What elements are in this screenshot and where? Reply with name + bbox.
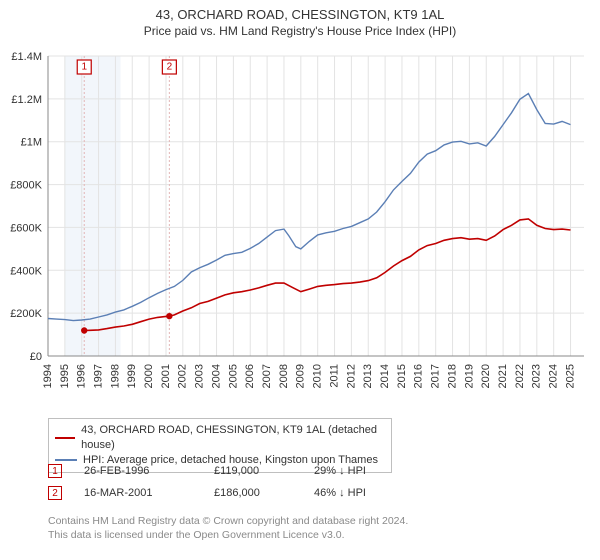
svg-text:2010: 2010	[312, 364, 324, 388]
sales-row: 2 16-MAR-2001 £186,000 46% ↓ HPI	[48, 482, 434, 504]
svg-text:1999: 1999	[126, 364, 138, 388]
svg-text:£1.4M: £1.4M	[11, 51, 42, 63]
chart-container: 43, ORCHARD ROAD, CHESSINGTON, KT9 1AL P…	[0, 0, 600, 560]
legend-label: 43, ORCHARD ROAD, CHESSINGTON, KT9 1AL (…	[81, 423, 385, 453]
svg-text:1996: 1996	[76, 364, 88, 388]
sales-row: 1 26-FEB-1996 £119,000 29% ↓ HPI	[48, 460, 434, 482]
svg-text:£400K: £400K	[10, 265, 42, 277]
sale-price: £119,000	[214, 465, 314, 477]
svg-text:2016: 2016	[413, 364, 425, 388]
svg-text:1995: 1995	[59, 364, 71, 388]
svg-text:2015: 2015	[396, 364, 408, 388]
sale-hpi-ratio: 46% ↓ HPI	[314, 487, 434, 499]
sale-date: 26-FEB-1996	[84, 465, 214, 477]
svg-text:1997: 1997	[92, 364, 104, 388]
svg-text:2004: 2004	[210, 364, 222, 388]
svg-text:1994: 1994	[42, 364, 54, 388]
svg-text:2020: 2020	[480, 364, 492, 388]
svg-text:£1.2M: £1.2M	[11, 94, 42, 106]
sale-marker-icon: 2	[48, 486, 62, 500]
svg-text:2008: 2008	[278, 364, 290, 388]
svg-text:2018: 2018	[446, 364, 458, 388]
svg-text:2: 2	[167, 62, 173, 73]
svg-text:£200K: £200K	[10, 308, 42, 320]
svg-text:2024: 2024	[548, 364, 560, 388]
svg-text:2013: 2013	[362, 364, 374, 388]
svg-text:£1M: £1M	[21, 137, 42, 149]
chart-subtitle: Price paid vs. HM Land Registry's House …	[0, 24, 600, 40]
svg-text:2021: 2021	[497, 364, 509, 388]
svg-text:2007: 2007	[261, 364, 273, 388]
legend-swatch	[55, 437, 75, 439]
svg-text:£0: £0	[30, 351, 42, 363]
attribution-footer: Contains HM Land Registry data © Crown c…	[48, 514, 408, 542]
svg-text:1998: 1998	[109, 364, 121, 388]
svg-text:2025: 2025	[564, 364, 576, 388]
svg-text:2002: 2002	[177, 364, 189, 388]
sale-marker-icon: 1	[48, 464, 62, 478]
footer-line: Contains HM Land Registry data © Crown c…	[48, 514, 408, 528]
svg-text:£600K: £600K	[10, 222, 42, 234]
svg-text:2023: 2023	[531, 364, 543, 388]
svg-text:2014: 2014	[379, 364, 391, 388]
legend-item: 43, ORCHARD ROAD, CHESSINGTON, KT9 1AL (…	[55, 423, 385, 453]
svg-text:2005: 2005	[227, 364, 239, 388]
chart-svg: £0 £200K £400K £600K £800K £1M £1.2M £1.4M 1994 1…	[0, 42, 600, 412]
svg-text:£800K: £800K	[10, 180, 42, 192]
svg-text:2017: 2017	[430, 364, 442, 388]
svg-text:2003: 2003	[194, 364, 206, 388]
sale-price: £186,000	[214, 487, 314, 499]
svg-text:2009: 2009	[295, 364, 307, 388]
sale-hpi-ratio: 29% ↓ HPI	[314, 465, 434, 477]
sale-date: 16-MAR-2001	[84, 487, 214, 499]
svg-text:2019: 2019	[463, 364, 475, 388]
sales-table: 1 26-FEB-1996 £119,000 29% ↓ HPI 2 16-MA…	[48, 460, 434, 504]
svg-text:2006: 2006	[244, 364, 256, 388]
svg-text:2011: 2011	[328, 364, 340, 388]
chart-area: £0 £200K £400K £600K £800K £1M £1.2M £1.4M 1994 1…	[0, 42, 600, 412]
svg-text:2000: 2000	[143, 364, 155, 388]
svg-text:2012: 2012	[345, 364, 357, 388]
svg-text:1: 1	[81, 62, 87, 73]
footer-line: This data is licensed under the Open Gov…	[48, 528, 408, 542]
svg-text:2022: 2022	[514, 364, 526, 388]
chart-title: 43, ORCHARD ROAD, CHESSINGTON, KT9 1AL	[0, 0, 600, 24]
svg-text:2001: 2001	[160, 364, 172, 388]
